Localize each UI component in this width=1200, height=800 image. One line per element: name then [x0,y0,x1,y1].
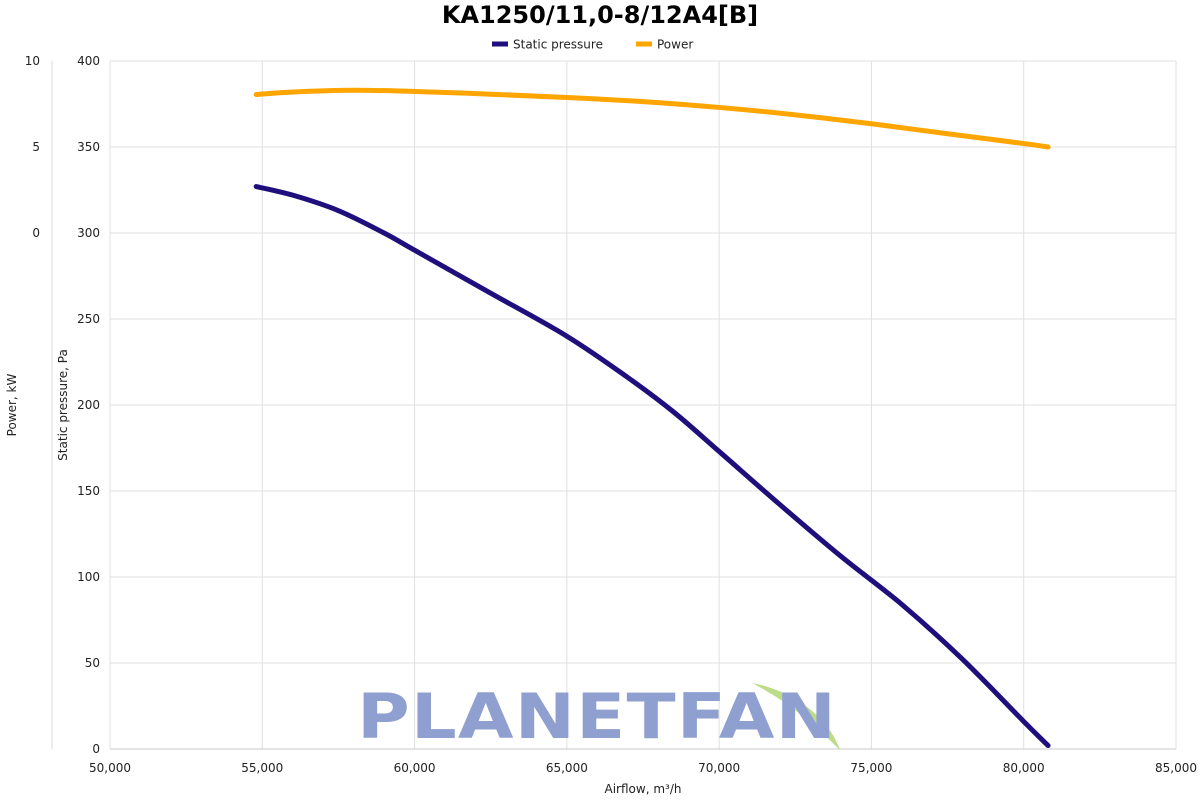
legend: Static pressure Power [492,38,693,52]
power-tick-label: 10 [25,54,40,68]
legend-label-power: Power [657,38,693,52]
series-lines [253,87,1051,749]
y-axis-ticks: 0 50 100 150 200 250 300 350 400 [77,54,100,756]
x-tick-label: 80,000 [1003,761,1045,775]
legend-label-static-pressure: Static pressure [513,38,603,52]
x-tick-label: 55,000 [241,761,283,775]
x-tick-label: 50,000 [89,761,131,775]
x-tick-label: 60,000 [394,761,436,775]
y-tick-label: 400 [77,54,100,68]
series-line-power [253,87,1051,150]
chart-title: KA1250/11,0-8/12A4[B] [441,1,759,29]
y-tick-label: 50 [85,656,100,670]
power-axis: 0 5 10 [25,54,53,749]
planetfan-watermark: PLANETFAN [357,680,840,753]
y-tick-label: 0 [92,742,100,756]
y-tick-label: 200 [77,398,100,412]
watermark-text: PLANETFAN [357,680,837,753]
y-axis-title: Static pressure, Pa [56,349,70,461]
x-axis-ticks: 50,000 55,000 60,000 65,000 70,000 75,000 80,0… [89,761,1197,775]
y-tick-label: 300 [77,226,100,240]
x-tick-label: 85,000 [1155,761,1197,775]
y-tick-label: 350 [77,140,100,154]
power-tick-label: 5 [32,140,40,154]
y2-axis-title: Power, kW [5,374,19,437]
y-tick-label: 100 [77,570,100,584]
gridlines [109,60,1177,750]
x-axis-title: Airflow, m³/h [605,782,682,796]
series-line-static-pressure [253,184,1051,749]
y-tick-label: 150 [77,484,100,498]
x-tick-label: 75,000 [850,761,892,775]
x-tick-label: 65,000 [546,761,588,775]
x-tick-label: 70,000 [698,761,740,775]
power-tick-label: 0 [32,226,40,240]
y-tick-label: 250 [77,312,100,326]
